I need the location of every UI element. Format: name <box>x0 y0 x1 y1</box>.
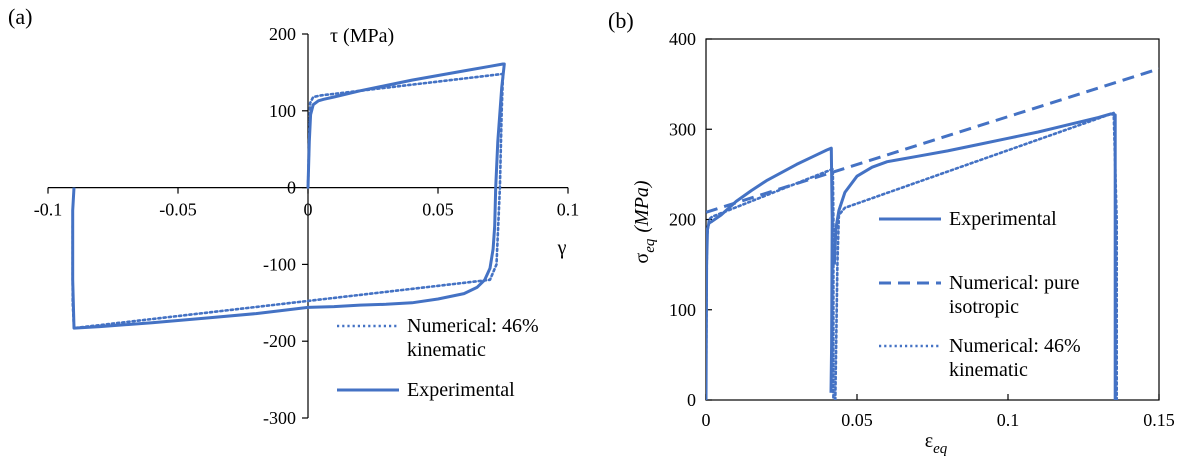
legend-label: kinematic <box>407 339 486 361</box>
y-tick-label: 100 <box>669 300 696 320</box>
x-tick-label: 0.1 <box>557 200 580 220</box>
y-axis-title: τ (MPa) <box>330 25 394 47</box>
y-tick-label: -100 <box>263 254 296 274</box>
x-tick-label: 0 <box>702 410 711 430</box>
series-dashed <box>706 67 1159 214</box>
series-solid <box>706 146 834 400</box>
y-tick-label: 300 <box>669 119 696 139</box>
legend-a: Numerical: 46%kinematic Experimental <box>337 315 539 401</box>
legend-label: Numerical: pure <box>949 272 1080 294</box>
y-axis-title-symbol: σ <box>631 253 653 264</box>
x-tick-label: 0.05 <box>422 200 454 220</box>
y-tick-label: 0 <box>287 178 296 198</box>
legend-label: Experimental <box>407 379 515 401</box>
legend-label: Numerical: 46% <box>407 315 539 337</box>
y-tick-label: -300 <box>263 408 296 428</box>
legend-label: isotropic <box>949 296 1019 318</box>
series-solid <box>71 62 506 330</box>
y-axis-title-subscript: eq <box>642 238 658 253</box>
y-tick-label: -200 <box>263 331 296 351</box>
panel-a-shear-chart: (a) -0.1 -0.05 0 0.05 0.1 -300 -200 -100 0 100 200 τ… <box>8 4 579 428</box>
x-tick-label: 0 <box>304 200 313 220</box>
y-axis-title: σeq (MPa) <box>631 180 658 263</box>
y-axis-title-unit: (MPa) <box>631 180 653 233</box>
x-axis-title: γ <box>557 237 567 259</box>
y-tick-label: 200 <box>669 210 696 230</box>
x-tick-label: -0.05 <box>159 200 197 220</box>
y-tick-label: 400 <box>669 29 696 49</box>
series-group <box>706 67 1159 400</box>
legend-label: Numerical: 46% <box>949 335 1081 357</box>
panel-label-a: (a) <box>8 4 32 29</box>
x-tick-label: 0.15 <box>1143 410 1175 430</box>
y-tick-label: 0 <box>687 390 696 410</box>
panel-label-b: (b) <box>608 8 634 33</box>
y-tick-label: 200 <box>269 24 296 44</box>
legend-backdrop <box>875 330 945 360</box>
x-axis-title: εeq <box>925 430 948 457</box>
y-tick-label: 100 <box>269 101 296 121</box>
legend-label: kinematic <box>949 359 1028 381</box>
x-tick-label: -0.1 <box>34 200 63 220</box>
series-dotted <box>833 111 1118 400</box>
legend-label: Experimental <box>949 208 1057 230</box>
series-dotted <box>706 167 835 400</box>
x-tick-label: 0.05 <box>841 410 873 430</box>
x-tick-label: 0.1 <box>997 410 1020 430</box>
x-axis-title-subscript: eq <box>933 441 948 457</box>
x-axis-title-symbol: ε <box>925 430 933 452</box>
